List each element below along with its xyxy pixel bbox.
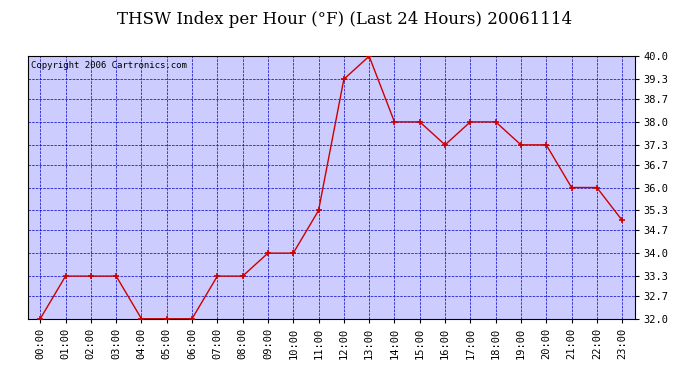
Text: Copyright 2006 Cartronics.com: Copyright 2006 Cartronics.com — [30, 62, 186, 70]
Text: THSW Index per Hour (°F) (Last 24 Hours) 20061114: THSW Index per Hour (°F) (Last 24 Hours)… — [117, 11, 573, 28]
